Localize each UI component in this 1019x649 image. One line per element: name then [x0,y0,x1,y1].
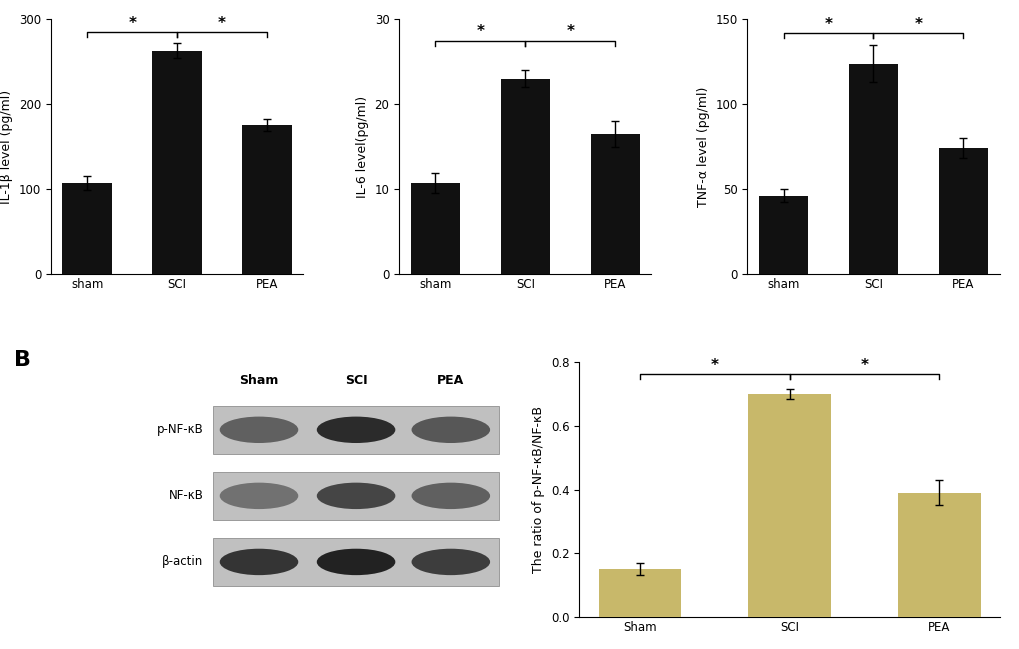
Bar [62,183,112,273]
Text: β-actin: β-actin [162,556,204,569]
Ellipse shape [411,417,489,443]
Text: *: * [128,16,137,31]
Text: p-NF-κB: p-NF-κB [157,423,204,436]
Text: *: * [823,17,832,32]
Bar [411,183,460,273]
Text: *: * [860,358,867,373]
Bar [897,493,979,617]
Bar [590,134,639,273]
Bar [748,394,829,617]
Bar [758,195,807,273]
Bar [848,64,898,273]
Y-axis label: The ratio of p-NF-κB/NF-κB: The ratio of p-NF-κB/NF-κB [532,406,545,573]
Ellipse shape [411,483,489,509]
Bar [500,79,549,273]
FancyBboxPatch shape [213,472,499,520]
Bar [937,148,987,273]
Text: NF-κB: NF-κB [168,489,204,502]
Text: *: * [566,25,574,40]
Text: PEA: PEA [437,374,464,387]
Y-axis label: TNF-α level (pg/ml): TNF-α level (pg/ml) [696,86,709,206]
Y-axis label: IL-6 level(pg/ml): IL-6 level(pg/ml) [356,95,369,197]
Ellipse shape [317,483,395,509]
Bar [598,569,681,617]
Y-axis label: IL-1β level (pg/ml): IL-1β level (pg/ml) [0,90,13,204]
Ellipse shape [317,417,395,443]
Ellipse shape [219,548,298,575]
FancyBboxPatch shape [213,406,499,454]
Text: B: B [14,350,31,370]
Ellipse shape [219,483,298,509]
FancyBboxPatch shape [213,538,499,586]
Text: *: * [710,358,718,373]
Text: *: * [218,16,226,31]
Text: *: * [476,25,484,40]
Ellipse shape [219,417,298,443]
Ellipse shape [411,548,489,575]
Ellipse shape [317,548,395,575]
Text: Sham: Sham [239,374,278,387]
Text: *: * [913,17,921,32]
Text: SCI: SCI [344,374,367,387]
Bar [152,51,202,273]
Bar [243,125,291,273]
